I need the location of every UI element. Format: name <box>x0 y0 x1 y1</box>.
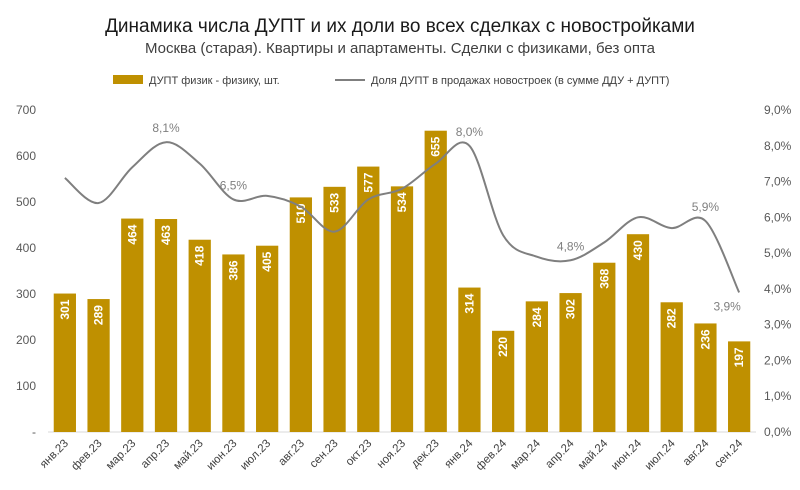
x-tick-label: июн.23 <box>205 438 240 473</box>
y-left-tick-label: 500 <box>16 195 36 209</box>
bar-value-label: 301 <box>58 299 72 319</box>
x-tick-label: авг.23 <box>276 438 307 469</box>
bar <box>357 166 380 432</box>
x-tick-label: фев.24 <box>474 437 510 473</box>
y-right-tick-label: 0,0% <box>764 425 792 439</box>
bar <box>492 330 515 432</box>
bar-value-label: 655 <box>429 136 443 156</box>
bar-value-label: 405 <box>260 251 274 271</box>
bar <box>289 197 312 432</box>
x-tick-label: мар.24 <box>509 437 544 472</box>
bar <box>728 341 751 432</box>
bar-value-label: 577 <box>361 172 375 192</box>
bar-value-label: 430 <box>631 240 645 260</box>
bar <box>188 239 211 432</box>
chart-subtitle: Москва (старая). Квартиры и апартаменты.… <box>145 40 656 57</box>
line-series: 8,1% 6,5% 8,0% 4,8% 5,9% 3,9% <box>64 121 741 313</box>
x-tick-label: май.24 <box>576 437 611 472</box>
line-value-label: 5,9% <box>692 200 720 214</box>
bar <box>222 254 245 432</box>
y-right-tick-label: 1,0% <box>764 389 792 403</box>
y-right-tick-label: 5,0% <box>764 246 792 260</box>
bar-value-label: 282 <box>665 308 679 328</box>
bar-value-label: 314 <box>462 293 476 313</box>
x-tick-label: апр.23 <box>139 438 172 471</box>
x-tick-label: ноя.23 <box>375 438 408 471</box>
y-left-tick-label: 600 <box>16 149 36 163</box>
share-line <box>64 141 741 293</box>
x-tick-label: апр.24 <box>543 437 577 471</box>
x-tick-label: сен.24 <box>712 437 745 470</box>
y-right-tick-label: 9,0% <box>764 103 792 117</box>
bar-value-label: 220 <box>496 336 510 356</box>
legend-bar-swatch <box>113 75 143 84</box>
y-right-tick-label: 7,0% <box>764 175 792 189</box>
y-right-tick-label: 2,0% <box>764 353 792 367</box>
bar <box>424 130 447 432</box>
y-right-tick-label: 6,0% <box>764 210 792 224</box>
x-tick-label: июл.24 <box>643 437 678 472</box>
x-tick-label: янв.24 <box>443 437 476 470</box>
bar <box>559 293 582 432</box>
line-value-label: 3,9% <box>713 299 741 313</box>
bar <box>53 293 76 432</box>
x-tick-label: фев.23 <box>69 438 104 473</box>
y-right-tick-label: 3,0% <box>764 318 792 332</box>
bar-value-label: 236 <box>698 329 712 349</box>
x-tick-label: май.23 <box>171 438 205 472</box>
bar <box>694 323 717 432</box>
line-value-label: 8,0% <box>456 125 484 139</box>
y-left-tick-label: 700 <box>16 103 36 117</box>
y-left-tick-label: - <box>32 425 36 439</box>
bar <box>458 287 481 432</box>
bar <box>626 234 650 432</box>
bar <box>390 186 414 432</box>
bar-value-label: 284 <box>530 307 544 327</box>
bar <box>87 299 110 432</box>
y-left-tick-label: 300 <box>16 287 36 301</box>
y-right-tick-label: 4,0% <box>764 282 792 296</box>
x-tick-label: янв.23 <box>38 438 71 471</box>
bar-value-label: 533 <box>328 193 342 213</box>
x-tick-label: мар.23 <box>104 438 138 472</box>
y-left-tick-label: 400 <box>16 241 36 255</box>
bar-value-label: 534 <box>395 192 409 212</box>
x-tick-label: дек.23 <box>409 438 442 471</box>
bar <box>256 245 279 432</box>
bar-value-label: 368 <box>597 268 611 288</box>
bar-value-label: 386 <box>226 260 240 280</box>
line-value-label: 8,1% <box>152 121 180 135</box>
y-right-tick-label: 8,0% <box>764 139 792 153</box>
legend: ДУПТ физик - физику, шт. Доля ДУПТ в про… <box>113 75 669 87</box>
bar-value-label: 463 <box>159 225 173 245</box>
bar <box>660 302 683 432</box>
line-value-label: 6,5% <box>220 178 248 192</box>
chart-title: Динамика числа ДУПТ и их доли во всех сд… <box>105 16 695 37</box>
x-tick-label: сен.23 <box>308 438 341 471</box>
line-value-label: 4,8% <box>557 239 585 253</box>
bar-value-label: 197 <box>732 347 746 367</box>
bar-value-label: 289 <box>92 305 106 325</box>
x-tick-label: июл.23 <box>238 438 273 473</box>
x-tick-label: июн.24 <box>609 437 644 472</box>
bar-value-label: 302 <box>564 299 578 319</box>
bar <box>525 301 548 432</box>
x-tick-label: окт.23 <box>344 438 375 469</box>
bar <box>121 218 144 432</box>
y-left-tick-label: 100 <box>16 379 36 393</box>
bar <box>323 186 346 432</box>
legend-line-label: Доля ДУПТ в продажах новостроек (в сумме… <box>371 75 669 87</box>
bar-value-label: 464 <box>125 224 139 244</box>
bar <box>593 262 616 432</box>
x-tick-label: авг.24 <box>681 437 712 468</box>
legend-bar-label: ДУПТ физик - физику, шт. <box>149 75 280 87</box>
bar-value-label: 418 <box>193 245 207 265</box>
bar <box>154 219 178 432</box>
y-left-tick-label: 200 <box>16 333 36 347</box>
